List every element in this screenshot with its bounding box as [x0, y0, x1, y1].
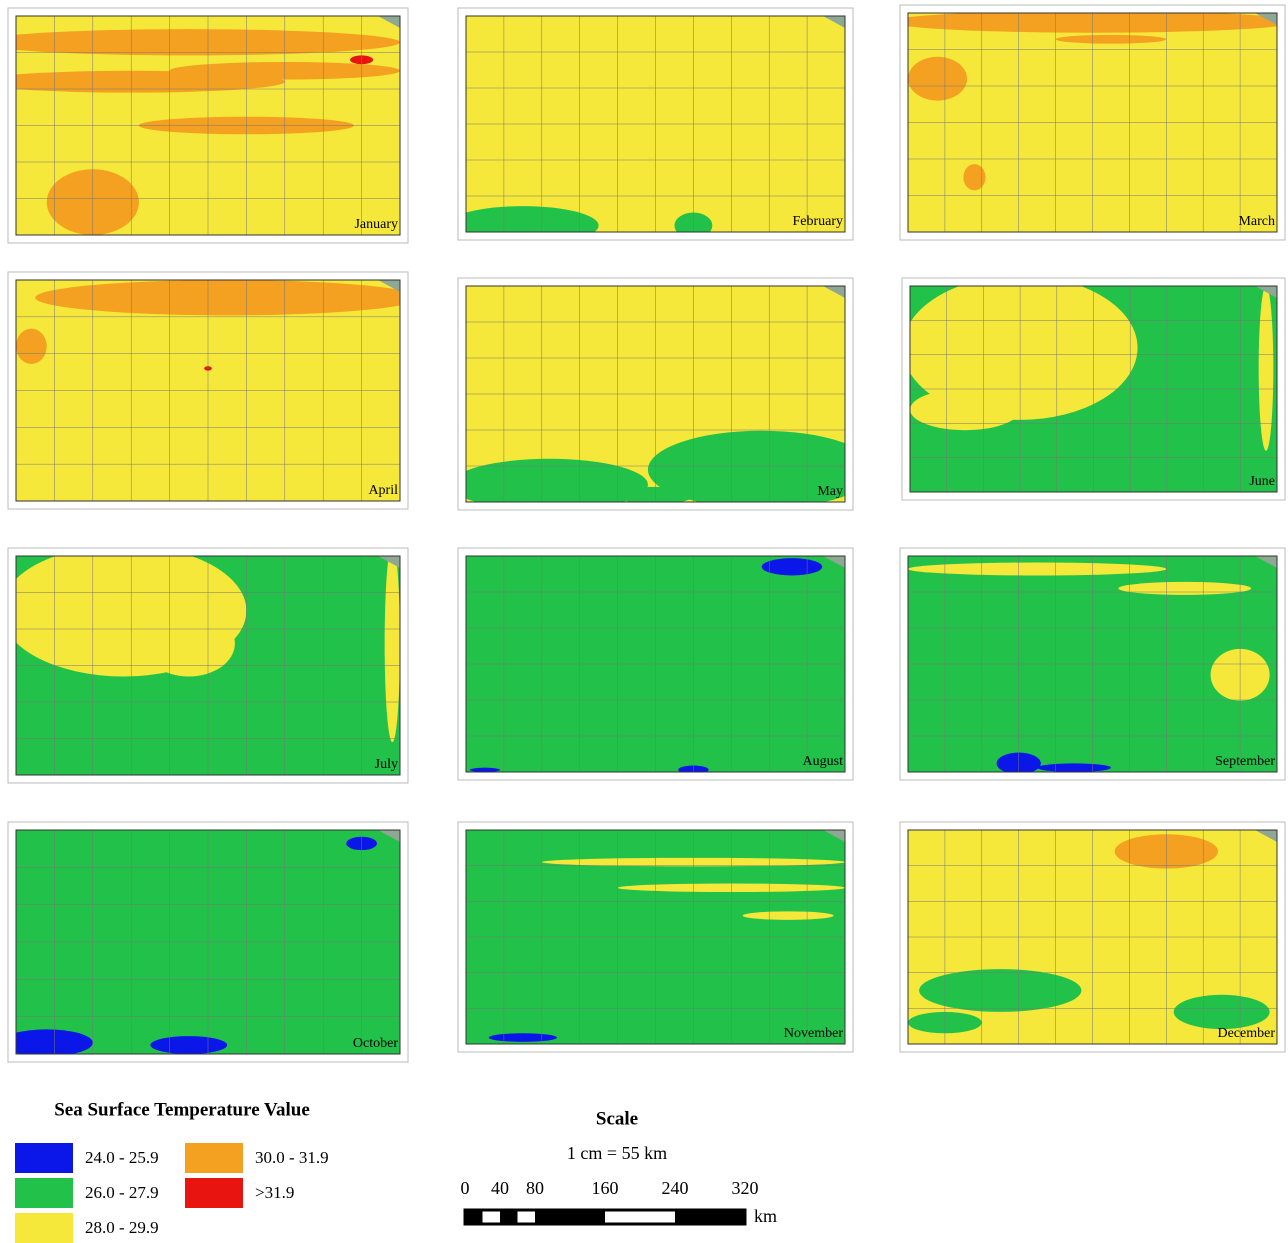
map-area: [16, 280, 419, 501]
temperature-zone: [1056, 35, 1167, 44]
legend-label: 30.0 - 31.9: [255, 1148, 329, 1167]
scale-segment: [483, 1210, 501, 1224]
map-area: [908, 556, 1277, 774]
map-area: [1, 545, 400, 775]
month-map: November: [458, 822, 853, 1052]
temperature-zone: [1259, 286, 1274, 451]
month-map: February: [447, 8, 853, 245]
scale-segment: [535, 1210, 605, 1224]
month-label: January: [354, 217, 398, 232]
temperature-zone: [470, 768, 500, 772]
temperature-zone: [489, 1033, 557, 1042]
legend-label: >31.9: [255, 1183, 294, 1202]
map-area: [451, 286, 875, 511]
month-map: April: [8, 272, 419, 509]
temperature-zone: [910, 389, 1020, 430]
month-label: October: [353, 1036, 398, 1051]
map-area: [0, 16, 400, 235]
scale-segment: [500, 1210, 518, 1224]
month-label: September: [1215, 754, 1275, 769]
scale-tick-label: 0: [461, 1178, 470, 1198]
scale-segment: [605, 1210, 675, 1224]
temperature-zone: [743, 911, 834, 920]
month-label: June: [1249, 474, 1275, 489]
map-area: [908, 830, 1277, 1044]
temperature-zone: [919, 969, 1081, 1012]
map-area: [466, 556, 845, 774]
temperature-zone: [762, 558, 823, 575]
month-map: May: [451, 278, 875, 511]
month-map: June: [902, 276, 1285, 500]
month-label: November: [784, 1026, 843, 1041]
map-area: [903, 276, 1277, 492]
month-label: April: [368, 483, 398, 498]
month-label: March: [1238, 214, 1275, 229]
legend-swatch: [15, 1143, 73, 1173]
legend-swatch: [15, 1213, 73, 1243]
legend-title: Sea Surface Temperature Value: [54, 1099, 310, 1120]
temperature-zone: [1037, 763, 1111, 772]
legend-swatch: [185, 1178, 243, 1208]
temperature-zone: [963, 164, 985, 190]
figure: Sea Surface Temperature Value Scale 1 cm…: [0, 0, 1288, 1243]
month-map: October: [1, 822, 408, 1062]
temperature-zone: [16, 329, 47, 364]
scale-segment: [675, 1210, 745, 1224]
scale-title: Scale: [596, 1108, 638, 1129]
temperature-zone: [150, 1036, 227, 1054]
month-map: August: [458, 548, 853, 780]
temperature-zone: [1118, 582, 1251, 595]
scale-tick-label: 320: [732, 1178, 759, 1198]
scale-segment: [518, 1210, 536, 1224]
map-area: [1, 830, 400, 1056]
month-label: December: [1217, 1026, 1275, 1041]
legend-swatch: [185, 1143, 243, 1173]
legend-label: 28.0 - 29.9: [85, 1218, 159, 1237]
month-label: May: [817, 484, 843, 499]
month-label: August: [803, 754, 844, 769]
month-map: July: [1, 545, 408, 783]
temperature-zone: [385, 545, 400, 742]
page: Sea Surface Temperature Value Scale 1 cm…: [0, 0, 1288, 1243]
map-area: [466, 830, 845, 1044]
month-map: December: [900, 822, 1285, 1052]
legend-label: 26.0 - 27.9: [85, 1183, 159, 1202]
scale-ratio: 1 cm = 55 km: [567, 1143, 667, 1163]
scale-tick-label: 80: [526, 1178, 544, 1198]
temperature-zone: [143, 611, 235, 677]
scale-segment: [465, 1210, 483, 1224]
temperature-zone: [890, 11, 1288, 33]
map-area: [447, 16, 845, 245]
legend-swatch: [15, 1178, 73, 1208]
scale-unit: km: [754, 1206, 777, 1226]
scale-tick-label: 160: [592, 1178, 619, 1198]
month-map: January: [0, 8, 408, 243]
scale-tick-label: 240: [662, 1178, 689, 1198]
temperature-zone: [908, 57, 967, 101]
month-label: February: [792, 214, 843, 229]
month-label: July: [375, 757, 398, 772]
month-map: September: [900, 548, 1285, 780]
month-map: March: [890, 5, 1288, 240]
legend-label: 24.0 - 25.9: [85, 1148, 159, 1167]
temperature-zone: [1174, 995, 1270, 1029]
scale-tick-label: 40: [491, 1178, 509, 1198]
map-area: [890, 11, 1288, 232]
temperature-zone: [908, 562, 1166, 575]
